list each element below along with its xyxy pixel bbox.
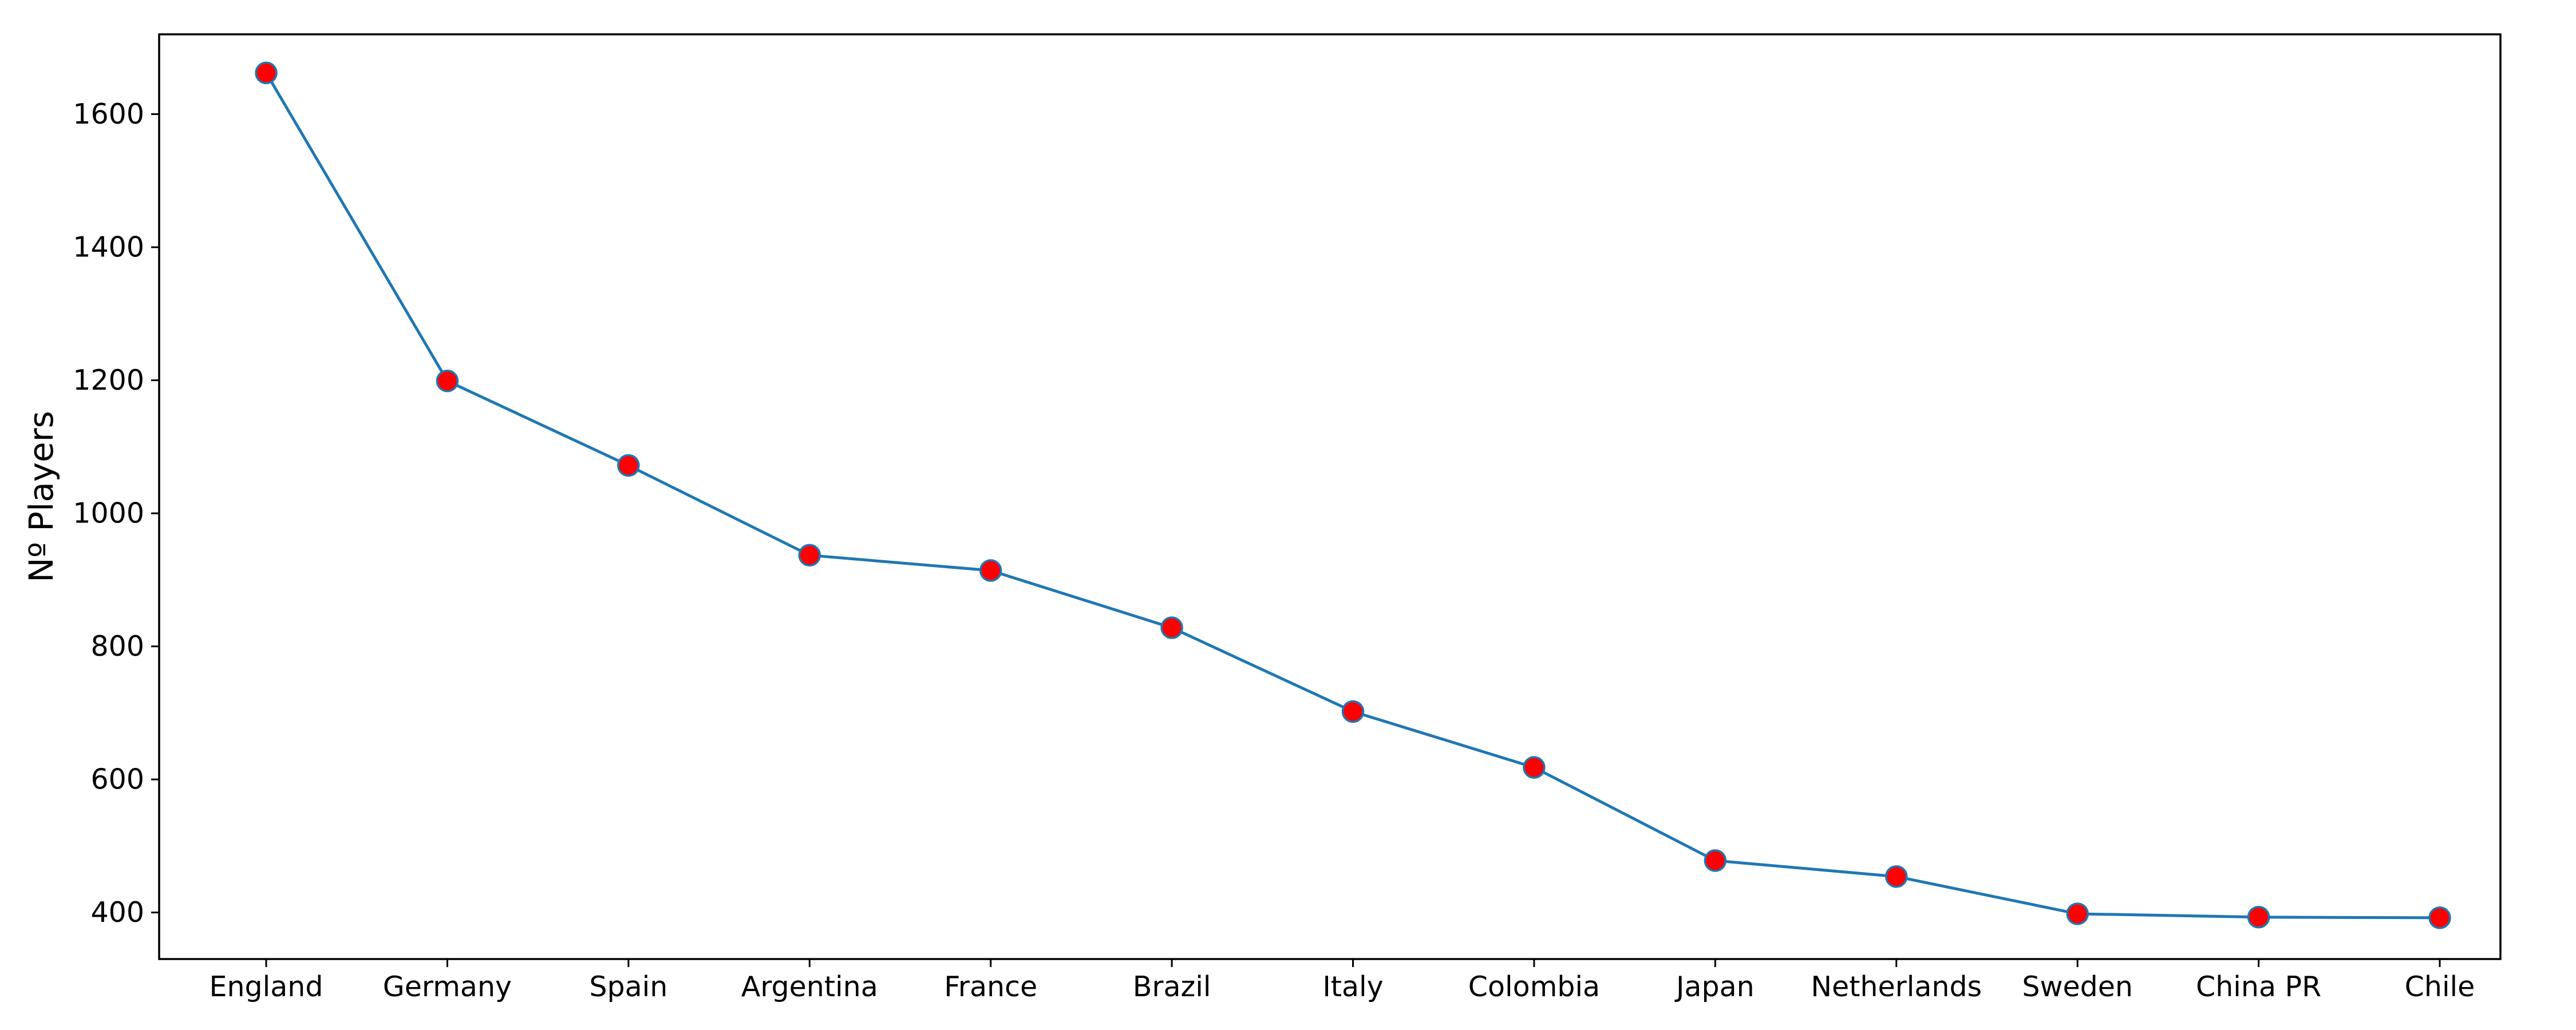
data-point (1885, 865, 1908, 888)
y-tick-label: 1000 (73, 497, 144, 530)
y-axis-label: Nº Players (22, 411, 61, 583)
data-series (255, 61, 2451, 929)
x-tick-label: Netherlands (1811, 970, 1982, 1003)
data-point (436, 369, 459, 393)
data-point (979, 559, 1002, 582)
data-point (2428, 906, 2451, 929)
data-point (1704, 849, 1727, 872)
x-tick-label: France (944, 970, 1037, 1003)
x-tick-label: Brazil (1133, 970, 1211, 1003)
x-tick-label: Japan (1674, 970, 1755, 1003)
x-tick-label: Germany (383, 970, 512, 1003)
x-axis-ticks: England Germany Spain Argentina France Brazil… (210, 959, 2475, 1003)
data-point (255, 61, 278, 85)
data-point (2247, 906, 2270, 929)
y-axis-ticks: 400 600 800 1000 1200 1400 1600 (73, 98, 159, 929)
data-point (617, 454, 640, 477)
y-tick-label: 600 (90, 763, 144, 796)
x-tick-label: China PR (2196, 970, 2321, 1003)
data-point (1523, 756, 1546, 779)
x-tick-label: Spain (589, 970, 667, 1003)
plot-area-frame (158, 33, 2502, 960)
x-tick-label: Sweden (2022, 970, 2133, 1003)
data-point (798, 544, 821, 567)
data-point (1341, 700, 1365, 723)
y-tick-label: 1200 (73, 364, 144, 397)
y-tick-label: 400 (90, 896, 144, 929)
data-point (2066, 902, 2089, 925)
x-tick-label: Italy (1322, 970, 1383, 1003)
x-tick-label: Colombia (1468, 970, 1600, 1003)
x-tick-label: Argentina (741, 970, 878, 1003)
x-tick-label: England (210, 970, 323, 1003)
y-tick-label: 1400 (73, 231, 144, 264)
data-point (1160, 616, 1183, 639)
y-tick-label: 800 (90, 630, 144, 663)
x-tick-label: Chile (2405, 970, 2475, 1003)
y-tick-label: 1600 (73, 98, 144, 130)
